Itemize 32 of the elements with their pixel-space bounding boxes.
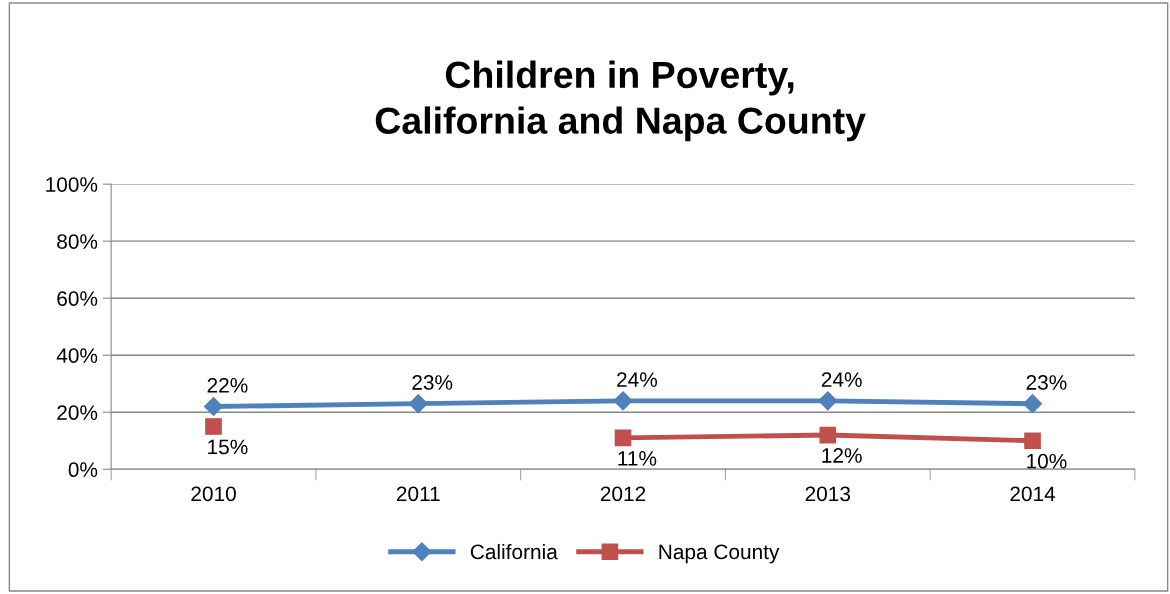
y-tick-label: 100% xyxy=(46,177,98,192)
point xyxy=(613,391,633,411)
point xyxy=(1024,432,1041,450)
data-label: 23% xyxy=(1026,375,1067,390)
data-label: 15% xyxy=(208,439,248,455)
legend-label: California xyxy=(470,543,558,560)
data-label: 11% xyxy=(618,451,657,466)
data-label: 24% xyxy=(821,372,862,387)
legend-label: Napa County xyxy=(659,544,780,564)
y-tick-label: 40% xyxy=(56,348,98,363)
point xyxy=(408,394,428,414)
data-label: 12% xyxy=(822,448,862,463)
y-tick-label: 60% xyxy=(57,291,98,306)
y-tick-label: 0% xyxy=(68,462,98,478)
x-tick-label: 2011 xyxy=(396,486,440,502)
point xyxy=(819,426,837,444)
x-tick-label: 2012 xyxy=(600,486,646,502)
x-tick-label: 2010 xyxy=(191,486,236,502)
data-label: 10% xyxy=(1027,453,1067,469)
y-tick-label: 80% xyxy=(57,234,98,249)
point xyxy=(205,418,222,435)
data-label: 22% xyxy=(207,377,248,393)
point xyxy=(818,391,838,411)
x-tick-label: 2013 xyxy=(805,486,851,502)
point xyxy=(614,429,632,447)
point xyxy=(1022,394,1043,414)
data-label: 23% xyxy=(412,375,453,390)
data-label: 24% xyxy=(617,372,658,387)
y-tick-label: 20% xyxy=(57,405,98,420)
point xyxy=(203,396,224,417)
x-tick-label: 2014 xyxy=(1010,486,1056,502)
chart-title: Children in Poverty, California and Napa County xyxy=(375,60,866,142)
